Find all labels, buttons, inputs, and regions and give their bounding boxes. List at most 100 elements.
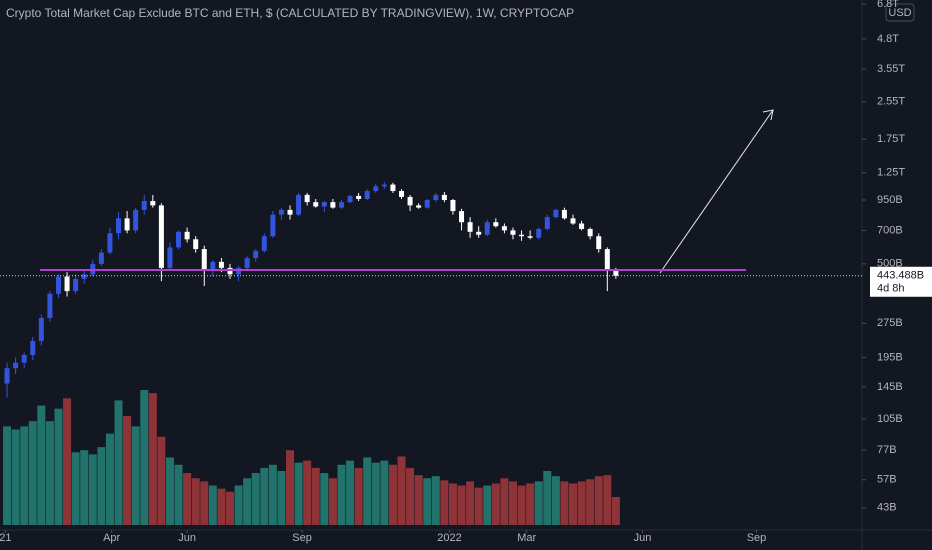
candle-body [321, 202, 327, 207]
candle-body [493, 222, 499, 227]
candle-body [553, 209, 559, 218]
volume-bar [208, 485, 217, 525]
currency-label: USD [888, 7, 911, 19]
candle-body [124, 218, 130, 231]
x-tick-label: 2022 [437, 532, 461, 544]
volume-bar [183, 473, 192, 525]
volume-bar [380, 460, 389, 525]
currency-badge[interactable] [885, 3, 915, 22]
volume-bar [543, 471, 552, 525]
volume-bar [508, 481, 517, 525]
volume-bar [491, 483, 500, 525]
candle-body [407, 196, 413, 206]
volume-bar [11, 429, 20, 525]
candle-layer [4, 181, 619, 398]
candle-body [55, 276, 61, 294]
candle-body [261, 236, 267, 251]
chart-title: Crypto Total Market Cap Exclude BTC and … [6, 6, 574, 20]
volume-bar [191, 478, 200, 525]
volume-bar [423, 478, 432, 525]
volume-bar [157, 436, 166, 525]
y-tick-label: 950B [877, 194, 903, 206]
x-tick-label: Sep [292, 532, 312, 544]
candle-body [330, 202, 336, 208]
candle-body [81, 274, 87, 279]
volume-bar [569, 483, 578, 525]
candle-body [21, 354, 27, 363]
y-tick-label: 275B [877, 317, 903, 329]
volume-bar [337, 464, 346, 525]
candle-body [604, 249, 610, 270]
candle-body [244, 258, 250, 268]
candle-body [416, 205, 422, 208]
candle-body [450, 200, 456, 212]
y-tick-label: 1.25T [877, 167, 905, 179]
volume-bar [20, 426, 29, 525]
volume-bar [131, 426, 140, 525]
volume-bar [431, 476, 440, 525]
candle-body [390, 184, 396, 192]
volume-bar [28, 421, 37, 525]
candle-body [296, 194, 302, 215]
x-tick-label: Jun [634, 532, 652, 544]
y-tick-label: 6.8T [877, 0, 899, 10]
candle-body [253, 250, 259, 259]
volume-bar [71, 452, 80, 525]
candle-body [30, 341, 36, 355]
volume-bar [474, 487, 483, 525]
y-tick-label: 105B [877, 413, 903, 425]
volume-bar [80, 450, 89, 525]
price-tag [870, 266, 932, 297]
x-tick-label: Jun [178, 532, 196, 544]
volume-bar [114, 400, 123, 525]
candle-body [73, 278, 79, 292]
y-tick-label: 1.75T [877, 133, 905, 145]
candle-body [536, 228, 542, 238]
candle-body [467, 222, 473, 232]
volume-bar [534, 481, 543, 525]
candle-body [278, 209, 284, 215]
candle-body [459, 211, 465, 223]
volume-bar [346, 460, 355, 525]
volume-bar [123, 415, 132, 525]
y-tick-label: 500B [877, 258, 903, 270]
candle-body [561, 209, 567, 219]
volume-bar [406, 467, 415, 525]
volume-bar [577, 481, 586, 525]
candle-body [210, 261, 216, 270]
candle-body [484, 222, 490, 235]
volume-bar [594, 476, 603, 525]
volume-bar [54, 408, 63, 525]
candle-body [176, 231, 182, 248]
arrow-head [762, 109, 774, 121]
volume-bar [371, 462, 380, 525]
volume-bar [243, 478, 252, 525]
candle-body [304, 194, 310, 203]
candle-body [116, 218, 122, 234]
y-tick-label: 77B [877, 444, 897, 456]
x-tick-label: Sep [747, 532, 767, 544]
candle-body [270, 214, 276, 237]
volume-bar [217, 488, 226, 525]
volume-bar [551, 476, 560, 525]
volume-bar [174, 464, 183, 525]
volume-bar [483, 485, 492, 525]
candle-body [433, 194, 439, 201]
volume-bar [611, 496, 620, 525]
candle-body [218, 261, 224, 268]
candle-body [587, 228, 593, 237]
volume-bar [97, 447, 106, 525]
volume-bar [363, 457, 372, 525]
volume-bar [3, 426, 12, 525]
price-tag-label: 443.488B [877, 270, 924, 282]
y-tick-label: 700B [877, 224, 903, 236]
volume-bar [457, 485, 466, 525]
x-tick-label: Apr [103, 532, 120, 544]
candle-body [4, 368, 10, 384]
volume-bar [517, 485, 526, 525]
y-tick-label: 57B [877, 474, 897, 486]
countdown-label: 4d 8h [877, 283, 905, 295]
volume-bar [440, 480, 449, 525]
volume-bar [328, 478, 337, 525]
